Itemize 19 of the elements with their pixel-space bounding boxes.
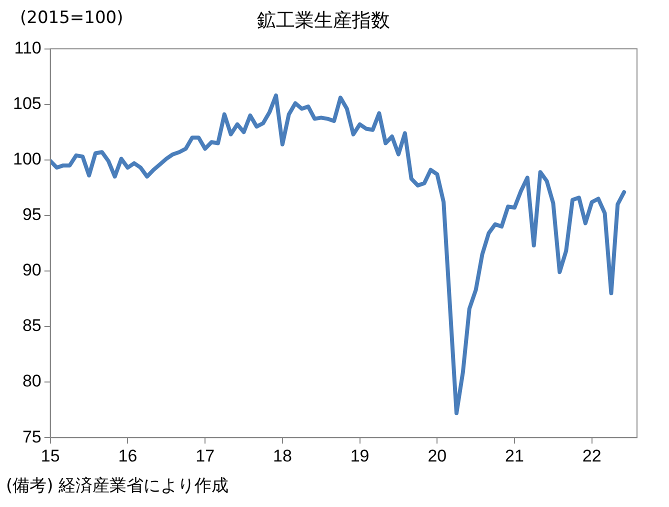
x-tick-label: 22: [582, 446, 602, 466]
x-tick-label: 20: [428, 446, 447, 466]
y-axis-title: (2015=100): [20, 8, 124, 28]
y-tick-label: 95: [22, 205, 42, 224]
y-tick-label: 75: [22, 427, 42, 446]
x-tick-label: 18: [272, 446, 292, 466]
x-tick-label: 19: [350, 446, 370, 466]
text: (備考) 経済産業省により作成: [6, 475, 229, 497]
x-tick-label: 15: [40, 446, 60, 466]
chart-title: 鉱工業生産指数: [257, 10, 390, 32]
y-tick-label: 90: [22, 260, 42, 280]
y-tick-label: 100: [12, 150, 42, 169]
x-tick-label: 16: [118, 446, 138, 466]
y-tick-label: 80: [22, 372, 42, 391]
y-tick-label: 85: [22, 316, 42, 336]
y-tick-label: 105: [12, 94, 42, 114]
y-tick-label: 110: [14, 38, 42, 58]
x-tick-label: 21: [505, 446, 524, 466]
x-tick-label: 17: [196, 446, 215, 466]
